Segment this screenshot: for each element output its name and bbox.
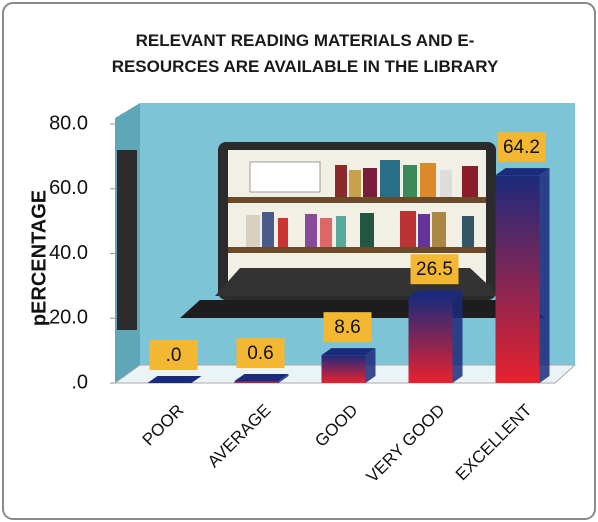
bar-top: [408, 290, 463, 298]
value-label: .0: [166, 345, 182, 366]
bar: [495, 175, 540, 383]
bar-side: [278, 374, 289, 383]
value-label-box: [323, 312, 372, 343]
books: [246, 160, 478, 247]
value-label-box: [410, 254, 459, 285]
bar: [408, 297, 453, 383]
shelf: [228, 197, 486, 203]
side-picture: [117, 150, 137, 330]
y-tick-label: 80.0: [49, 112, 88, 134]
bar: [321, 355, 366, 383]
bar-top: [147, 376, 202, 383]
value-label-box: [149, 340, 198, 370]
y-tick-label: 20.0: [49, 307, 88, 329]
bar-side: [452, 290, 463, 383]
value-label: 64.2: [503, 137, 540, 158]
bar-side: [539, 168, 550, 383]
bar: [234, 381, 279, 383]
y-tick-label: .0: [71, 371, 88, 393]
value-label: 0.6: [247, 343, 273, 364]
value-label: 26.5: [416, 259, 453, 280]
bar-top: [495, 168, 550, 176]
shelf: [228, 247, 486, 253]
value-label-box: [236, 338, 285, 369]
y-axis-label: pERCENTAGE: [28, 190, 50, 326]
y-tick-label: 60.0: [49, 177, 88, 199]
value-label-box: [497, 132, 546, 163]
chart-title: RELEVANT READING MATERIALS AND E-RESOURC…: [111, 31, 499, 76]
y-tick-label: 40.0: [49, 242, 88, 264]
bar-top: [321, 348, 376, 356]
value-label: 8.6: [334, 317, 360, 338]
bar-side: [365, 348, 376, 383]
bar-top: [234, 374, 289, 382]
